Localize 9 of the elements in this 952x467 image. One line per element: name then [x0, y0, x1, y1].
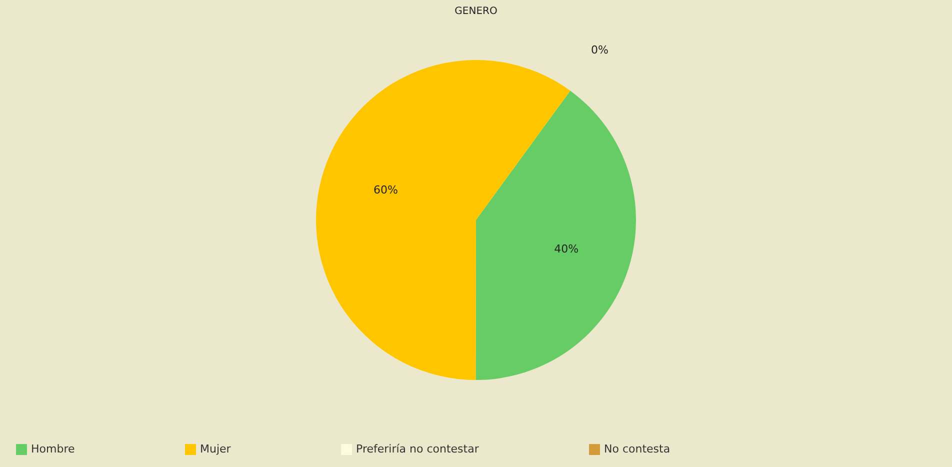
chart-title: GENERO — [454, 6, 498, 17]
data-label: 60% — [373, 183, 398, 196]
data-label: 40% — [554, 242, 579, 256]
legend-label: Preferiría no contestar — [356, 442, 480, 456]
legend-label: No contesta — [604, 442, 670, 456]
text: 0% — [590, 43, 608, 56]
legend-label: Mujer — [200, 442, 232, 456]
pie-slice — [476, 90, 636, 380]
legend-label: Hombre — [31, 442, 75, 456]
